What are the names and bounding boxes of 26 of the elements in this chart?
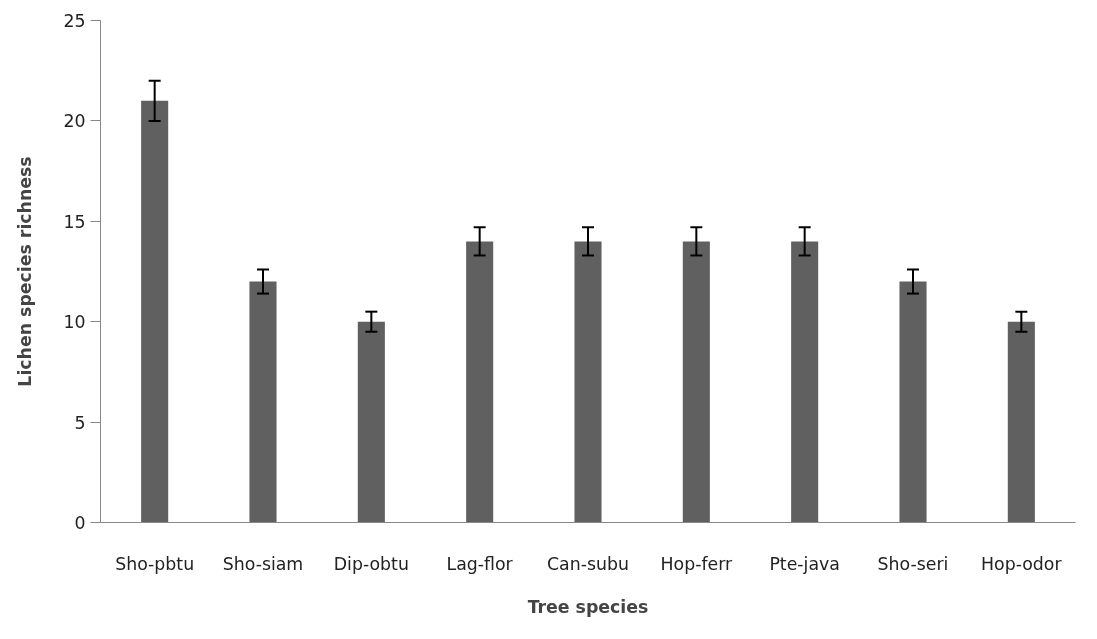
x-tick-label: Hop-ferr [660,553,733,574]
x-tick-label: Sho-seri [877,553,949,574]
y-tick-label: 15 [63,211,86,232]
x-tick-label: Sho-pbtu [115,553,195,574]
bar [574,241,602,523]
x-tick-label: Can-subu [547,553,629,574]
bar [249,281,277,523]
bar [682,241,710,523]
bar [1007,321,1035,523]
bar [899,281,927,523]
x-tick-label: Lag-flor [446,553,514,574]
y-tick-label: 25 [63,11,86,31]
bar [141,100,169,523]
y-tick-label: 5 [74,412,86,433]
y-tick-label: 0 [74,513,86,533]
bar [791,241,819,523]
x-tick-label: Hop-odor [981,553,1063,574]
x-axis-title: Tree species [527,596,649,617]
x-tick-label: Pte-java [769,553,840,574]
y-tick-label: 20 [63,111,86,132]
bar [357,321,385,523]
x-tick-label: Dip-obtu [333,553,409,574]
y-axis-title: Lichen species richness [15,156,36,387]
bar [466,241,494,523]
y-tick-label: 10 [63,312,86,333]
x-tick-label: Sho-siam [222,553,304,574]
